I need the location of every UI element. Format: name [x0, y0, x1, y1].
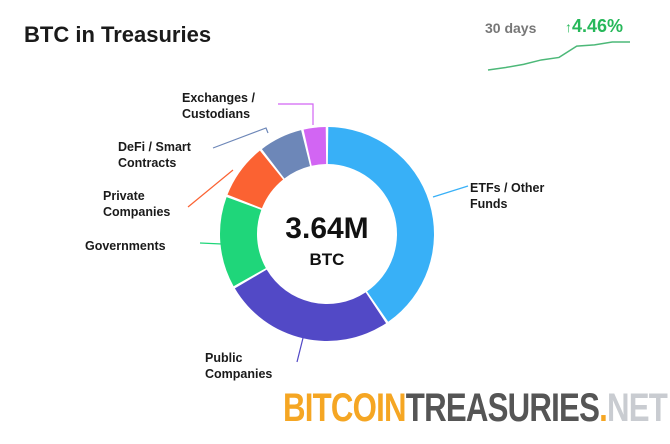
leader-line — [187, 169, 234, 208]
logo: BITCOINTREASURIES.NET — [283, 386, 668, 431]
logo-dot: . — [599, 386, 608, 430]
leader-line — [432, 185, 469, 198]
slice-public-companies[interactable] — [234, 269, 387, 341]
logo-part2: TREASURIES — [405, 386, 600, 430]
logo-part1: BITCOIN — [283, 386, 407, 430]
center-value: 3.64M — [285, 212, 368, 245]
slice-label-line: Governments — [85, 239, 166, 253]
chart-title: BTC in Treasuries — [24, 22, 212, 47]
change-value: ↑4.46% — [565, 16, 623, 37]
slice-label-line: Companies — [205, 367, 272, 381]
slice-label-line: Exchanges / — [182, 91, 255, 105]
sparkline — [487, 41, 630, 71]
slice-label: DeFi / Smart Contracts — [118, 140, 192, 170]
slice-label-line: Custodians — [182, 107, 250, 121]
slice-etfs-other-funds[interactable] — [327, 127, 434, 322]
leader-line — [296, 337, 304, 363]
slice-label-line: ETFs / Other — [470, 181, 544, 195]
slice-label-line: Contracts — [118, 156, 176, 170]
leader-line — [212, 127, 269, 149]
center-unit: BTC — [310, 250, 345, 269]
period-label[interactable]: 30 days — [485, 20, 537, 36]
slice-label-line: DeFi / Smart — [118, 140, 192, 154]
arrow-up-icon: ↑ — [565, 19, 572, 35]
slice-label: Exchanges / Custodians — [182, 91, 255, 121]
slice-label: ETFs / Other Funds — [470, 181, 544, 211]
leader-line — [199, 242, 223, 245]
change-percent: 4.46% — [572, 16, 624, 36]
slice-label: Public Companies — [205, 351, 272, 381]
slice-label-line: Companies — [103, 205, 170, 219]
slice-label: Governments — [85, 239, 166, 253]
slice-defi-smart-contracts[interactable] — [261, 130, 311, 179]
slice-governments[interactable] — [219, 197, 266, 287]
slice-private-companies[interactable] — [227, 150, 284, 209]
slice-exchanges-custodians[interactable] — [303, 127, 327, 166]
slice-label-line: Private — [103, 189, 145, 203]
slice-label-line: Public — [205, 351, 243, 365]
logo-part3: NET — [606, 386, 668, 430]
slice-label-line: Funds — [470, 197, 508, 211]
leader-line — [278, 103, 314, 125]
slice-label: Private Companies — [103, 189, 170, 219]
